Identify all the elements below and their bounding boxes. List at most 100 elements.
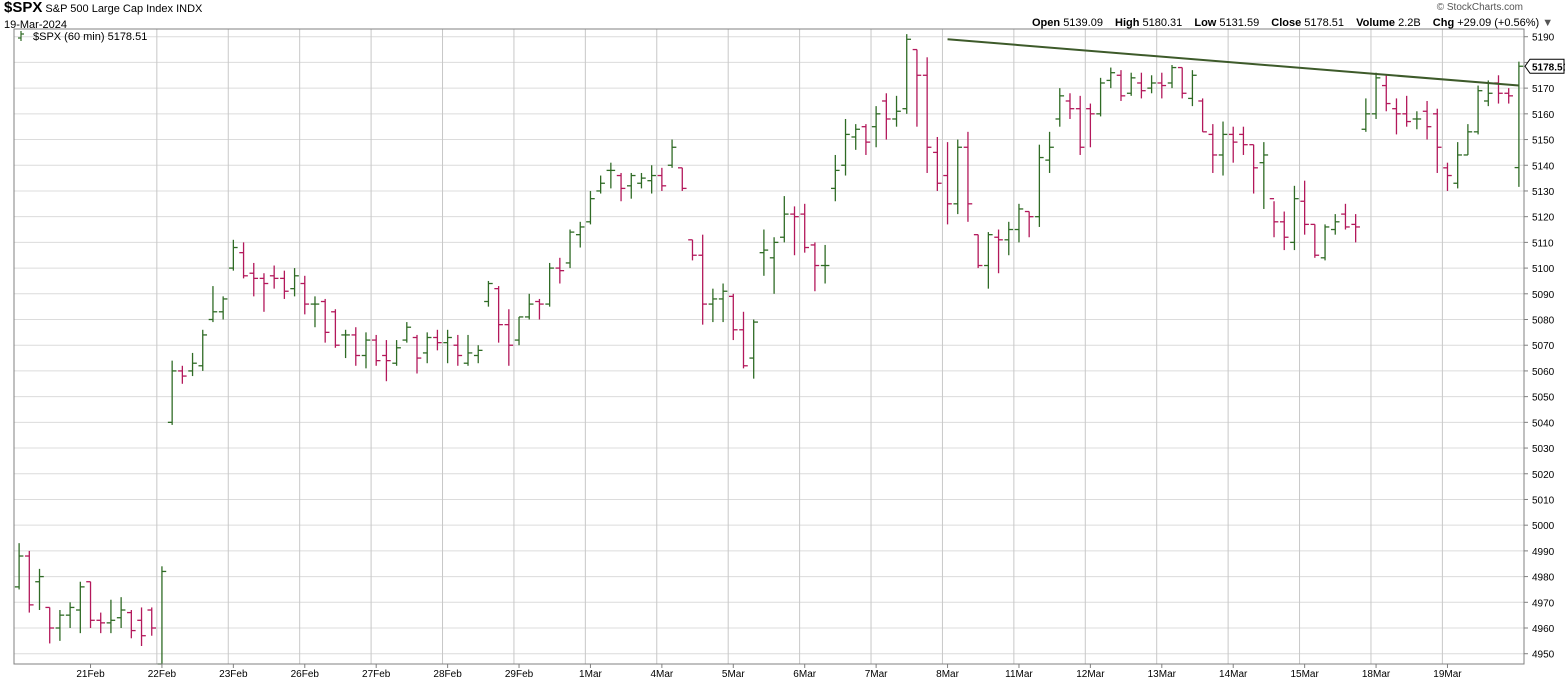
ohlc-bar <box>443 329 452 364</box>
x-tick-label: 12Mar <box>1076 669 1105 680</box>
ohlc-bar <box>749 319 758 379</box>
y-tick-label: 5030 <box>1532 444 1555 455</box>
x-tick-label: 4Mar <box>650 669 673 680</box>
ohlc-bar <box>1443 162 1452 191</box>
chart-title: $SPX S&P 500 Large Cap Index INDX <box>4 0 202 15</box>
ohlc-bar <box>249 262 259 297</box>
ohlc-bar <box>688 239 697 261</box>
ohlc-bar <box>851 124 861 150</box>
ohlc-bar <box>45 606 54 644</box>
high-label: High <box>1115 17 1140 29</box>
y-tick-label: 5150 <box>1532 136 1555 147</box>
ohlc-bar <box>984 232 993 289</box>
ohlc-bar <box>1504 88 1513 104</box>
y-tick-label: 5190 <box>1532 33 1555 44</box>
ohlc-bar <box>647 165 656 194</box>
ohlc-bar <box>1075 95 1085 155</box>
y-tick-label: 5170 <box>1532 84 1555 95</box>
trendline-layer <box>947 38 1519 87</box>
ohlc-bar <box>239 242 248 279</box>
x-tick-label: 13Mar <box>1148 669 1177 680</box>
ohlc-bar <box>1463 124 1473 156</box>
ohlc-bar <box>269 265 279 289</box>
chg-value: +29.09 (+0.56%) <box>1457 17 1540 29</box>
ohlc-bar <box>55 610 65 641</box>
y-tick-label: 5160 <box>1532 110 1555 121</box>
ohlc-bar <box>1106 67 1116 89</box>
ohlc-bar <box>86 581 95 629</box>
ohlc-bar <box>1239 126 1248 155</box>
ohlc-bar <box>953 139 963 215</box>
ohlc-bar <box>677 167 687 191</box>
y-tick-label: 4980 <box>1532 573 1555 584</box>
ohlc-bar <box>994 229 1003 274</box>
y-tick-label: 4990 <box>1532 547 1555 558</box>
y-tick-label: 5120 <box>1532 213 1555 224</box>
ohlc-bar <box>1351 214 1360 243</box>
ohlc-bar <box>1432 108 1442 173</box>
ohlc-bar <box>1004 221 1014 256</box>
ohlc-bar <box>280 270 289 299</box>
legend-text: $SPX (60 min) 5178.51 <box>33 31 147 43</box>
ohlc-bar <box>208 286 218 323</box>
ohlc-bar <box>1330 214 1340 235</box>
ohlc-bar <box>555 257 565 284</box>
x-axis: 21Feb 22Feb 23Feb 26Feb 27Feb 28Feb 29Feb 1Mar 4… <box>76 664 1462 680</box>
x-tick-label: 21Feb <box>76 669 105 680</box>
ohlc-bar <box>1361 98 1371 132</box>
ohlc-bar <box>1035 144 1044 227</box>
ohlc-bar <box>76 581 85 634</box>
ohlc-bar <box>1045 131 1054 173</box>
ohlc-bar <box>1065 93 1075 119</box>
ohlc-bar <box>1218 121 1228 176</box>
ohlc-bar <box>637 172 646 189</box>
ohlc-bar <box>473 345 483 364</box>
y-tick-label: 5100 <box>1532 264 1555 275</box>
plot-frame <box>13 28 1525 665</box>
ohlc-bar <box>382 340 391 382</box>
ohlc-bar <box>586 190 595 225</box>
ohlc-bar <box>310 296 320 328</box>
ohlc-bar <box>626 172 636 199</box>
ohlc-bar <box>667 139 677 168</box>
x-tick-label: 29Feb <box>505 669 534 680</box>
ohlc-bar <box>535 298 544 320</box>
y-axis: 4950 4960 4970 4980 4990 5000 5010 5020 5030 5040… <box>1524 33 1565 661</box>
ohlc-bar <box>1484 80 1493 107</box>
y-tick-label: 4960 <box>1532 624 1555 635</box>
ohlc-bar <box>1310 223 1320 258</box>
ohlc-bar <box>422 332 432 364</box>
stockcharts-watermark: © StockCharts.com <box>1436 2 1523 13</box>
ohlc-bar <box>1126 72 1136 96</box>
ohlc-bar <box>657 167 667 191</box>
y-tick-label: 5040 <box>1532 418 1555 429</box>
day-separators <box>156 29 1443 664</box>
ohlc-bar <box>596 175 605 194</box>
ohlc-bar <box>167 360 177 425</box>
close-label: Close <box>1271 17 1302 29</box>
ohlc-bar <box>433 329 442 351</box>
close-value: 5178.51 <box>1304 17 1345 29</box>
ohlc-bar <box>116 597 126 629</box>
ohlc-bar <box>1147 75 1156 94</box>
ohlc-bar <box>1453 142 1462 189</box>
ohlc-bar <box>514 316 524 346</box>
ohlc-bar <box>1279 211 1289 251</box>
ohlc-bar <box>606 162 616 189</box>
ohlc-bar <box>739 311 748 369</box>
ohlc-bar <box>841 118 850 176</box>
ohlc-bar <box>453 334 463 366</box>
chart-date: 19-Mar-2024 <box>4 19 67 31</box>
y-tick-label: 5060 <box>1532 367 1555 378</box>
volume-label: Volume <box>1356 17 1396 29</box>
ohlc-bar <box>524 293 534 320</box>
ohlc-bar <box>616 172 626 202</box>
ohlc-bar <box>933 136 942 191</box>
ohlc-bar <box>1208 124 1218 173</box>
grid-layer <box>14 36 1524 655</box>
ohlc-bar <box>1024 210 1034 238</box>
ohlc-bar <box>371 334 381 366</box>
ohlc-bar <box>575 221 585 248</box>
ohlc-bar <box>1116 70 1126 101</box>
